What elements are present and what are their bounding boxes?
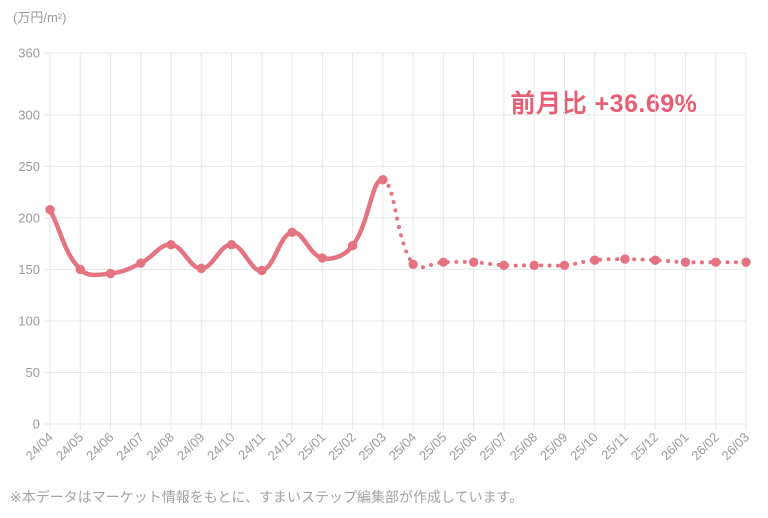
data-point-marker [105, 268, 116, 279]
data-point-marker [559, 260, 570, 270]
data-point-marker [438, 257, 449, 267]
data-point-marker [196, 263, 207, 274]
svg-text:0: 0 [33, 417, 40, 432]
data-point-marker [136, 258, 146, 268]
svg-text:25/02: 25/02 [325, 430, 359, 464]
svg-text:25/10: 25/10 [567, 430, 601, 464]
data-point-markers [45, 175, 751, 279]
svg-text:24/08: 24/08 [144, 430, 178, 464]
data-point-marker [620, 254, 630, 264]
svg-text:25/11: 25/11 [598, 430, 631, 463]
svg-text:24/06: 24/06 [83, 430, 117, 464]
data-point-marker [317, 253, 328, 263]
svg-text:26/03: 26/03 [719, 430, 753, 464]
svg-text:50: 50 [26, 365, 40, 380]
svg-text:25/01: 25/01 [295, 430, 329, 464]
x-axis-tick-labels: 24/0424/0524/0624/0724/0824/0924/1024/11… [23, 430, 753, 464]
gridlines [44, 52, 747, 430]
data-point-marker [711, 257, 721, 267]
mom-change-annotation: 前月比 +36.69% [510, 90, 698, 118]
data-point-marker [378, 175, 388, 185]
data-point-marker [226, 239, 237, 250]
data-point-marker [499, 260, 509, 270]
svg-text:25/05: 25/05 [416, 430, 450, 464]
y-axis-tick-labels: 0 50 100 150 200 250 300 360 [18, 46, 40, 432]
data-point-marker [589, 255, 600, 265]
svg-text:24/10: 24/10 [204, 430, 238, 464]
svg-text:25/09: 25/09 [537, 430, 571, 464]
svg-text:300: 300 [18, 107, 40, 122]
data-point-marker [257, 265, 267, 276]
svg-text:25/07: 25/07 [476, 430, 510, 464]
svg-text:250: 250 [18, 159, 40, 174]
svg-text:25/12: 25/12 [628, 430, 662, 464]
data-point-marker [650, 255, 660, 265]
svg-text:24/04: 24/04 [23, 430, 57, 464]
data-point-marker [741, 257, 751, 267]
svg-text:150: 150 [18, 262, 40, 277]
svg-text:25/08: 25/08 [507, 430, 541, 464]
data-point-marker [347, 241, 358, 251]
svg-text:25/04: 25/04 [386, 430, 420, 464]
data-point-marker [166, 239, 176, 250]
svg-text:24/12: 24/12 [265, 430, 299, 464]
svg-text:24/11: 24/11 [235, 430, 268, 463]
data-point-marker [45, 204, 55, 215]
svg-text:100: 100 [18, 313, 40, 328]
svg-text:25/06: 25/06 [446, 430, 480, 464]
svg-text:24/09: 24/09 [174, 430, 208, 464]
y-axis-unit-label: (万円/m²) [13, 10, 67, 25]
data-point-marker [529, 260, 539, 270]
svg-text:24/07: 24/07 [113, 430, 147, 464]
svg-text:360: 360 [18, 46, 40, 61]
svg-text:200: 200 [18, 210, 40, 225]
data-point-marker [408, 259, 418, 269]
svg-text:26/02: 26/02 [688, 430, 722, 464]
data-point-marker [468, 257, 479, 267]
data-point-marker [75, 264, 85, 275]
data-point-marker [680, 257, 691, 267]
footnote: ※本データはマーケット情報をもとに、すまいステップ編集部が作成しています。 [10, 489, 524, 505]
svg-text:24/05: 24/05 [53, 430, 87, 464]
svg-text:25/03: 25/03 [355, 430, 389, 464]
data-point-marker [287, 227, 297, 238]
svg-text:26/01: 26/01 [658, 430, 692, 464]
price-line-solid [47, 177, 386, 278]
